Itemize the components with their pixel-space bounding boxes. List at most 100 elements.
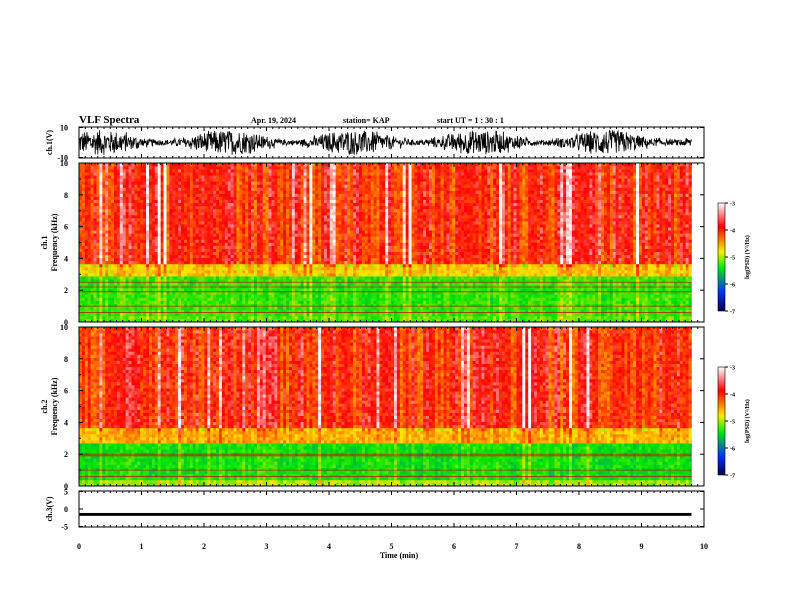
sp1-cell <box>198 306 202 311</box>
sp1-cell <box>324 202 328 207</box>
sp1-cell <box>184 236 188 240</box>
sp1-cell <box>189 187 194 191</box>
sp1-cell <box>262 214 266 219</box>
sp1-cell <box>198 300 202 304</box>
sp1-cell <box>128 214 132 219</box>
sp1-cell <box>207 251 211 256</box>
sp1-cell <box>79 251 83 256</box>
sp1-cell <box>119 257 124 262</box>
sp1-cell <box>248 242 252 246</box>
sp1-cell <box>306 282 310 286</box>
sp1-cell <box>146 218 150 222</box>
sp1-cell <box>230 163 234 167</box>
sp1-cell <box>137 257 141 262</box>
sp1-cell <box>242 187 246 191</box>
sp1-cell <box>291 187 296 191</box>
sp1-cell <box>201 187 205 191</box>
sp1-cell <box>131 294 135 298</box>
sp1-cell <box>338 288 342 292</box>
sp1-cell <box>219 190 223 194</box>
sp1-cell <box>254 169 258 173</box>
sp1-cell <box>294 294 299 298</box>
sp1-cell <box>236 224 240 228</box>
sp1-cell <box>99 294 103 298</box>
sp1-cell <box>309 315 313 320</box>
sp1-cell <box>306 187 310 191</box>
sp1-cell <box>175 254 179 259</box>
sp1-cell <box>335 291 339 295</box>
sp1-cell <box>280 254 284 259</box>
figure-title: VLF Spectra <box>79 114 140 126</box>
sp1-cell <box>151 187 156 191</box>
sp1-cell <box>90 300 94 304</box>
sp1-cell <box>140 187 144 191</box>
sp1-cell <box>332 224 336 228</box>
sp1-cell <box>289 196 293 200</box>
sp1-cell <box>131 270 135 274</box>
sp1-cell <box>254 221 258 225</box>
sp1-cell <box>344 297 348 301</box>
sp1-cell <box>294 306 299 311</box>
sp1-cell <box>324 214 328 219</box>
sp1-cell <box>198 315 202 320</box>
sp1-cell <box>137 248 141 252</box>
sp1-cell <box>329 288 334 292</box>
sp1-cell <box>230 211 234 216</box>
sp1-cell <box>108 303 112 308</box>
sp1-cell <box>236 276 240 280</box>
sp1-cell <box>172 248 176 252</box>
sp1-cell <box>291 178 296 182</box>
sp1-cell <box>87 184 91 188</box>
sp1-cell <box>259 260 264 265</box>
sp1-cell <box>318 251 322 256</box>
sp1-cell <box>221 218 226 222</box>
sp1-cell <box>221 178 226 182</box>
sp1-cell <box>111 273 115 277</box>
sp1-cell <box>332 211 336 216</box>
sp1-cell <box>332 233 336 237</box>
sp1-cell <box>236 221 240 225</box>
sp1-cell <box>259 172 264 176</box>
sp1-cell <box>128 315 132 320</box>
sp1-cell <box>242 227 246 231</box>
sp1-cell <box>286 263 290 268</box>
sp1-cell <box>204 260 208 265</box>
sp1-cell <box>219 248 223 252</box>
sp1-cell <box>184 309 188 314</box>
sp1-cell <box>216 309 220 314</box>
sp1-cell <box>210 279 214 283</box>
sp1-cell <box>213 297 217 301</box>
sp1-cell <box>280 276 284 280</box>
sp1-cell <box>163 266 167 271</box>
sp1-cell <box>265 318 269 323</box>
sp1-cell <box>116 175 121 179</box>
sp1-cell <box>99 214 103 219</box>
sp1-cell <box>324 309 328 314</box>
sp1-cell <box>149 263 153 268</box>
sp1-cell <box>335 276 339 280</box>
sp1-cell <box>326 266 331 271</box>
sp1-cell <box>259 218 264 222</box>
sp1-cell <box>79 169 83 173</box>
sp1-cell <box>96 169 100 173</box>
sp1-cell <box>271 193 275 197</box>
sp1-cell <box>84 181 89 185</box>
sp1-cell <box>198 239 202 243</box>
sp1-cell <box>122 294 126 298</box>
sp1-cell <box>96 199 100 204</box>
sp1-cell <box>221 202 226 207</box>
sp1-cell <box>271 273 275 277</box>
sp1-cell <box>102 166 106 170</box>
sp1-cell <box>303 248 307 252</box>
sp1-cell <box>335 242 339 246</box>
sp1-cell <box>186 169 191 173</box>
sp1-cell <box>318 205 322 210</box>
sp1-cell <box>119 211 124 216</box>
sp1-cell <box>166 187 170 191</box>
sp1-cell <box>151 312 156 317</box>
sp1-cell <box>283 257 287 262</box>
sp1-cell <box>268 181 272 185</box>
sp1-cell <box>338 291 342 295</box>
sp1-cell <box>254 257 258 262</box>
sp1-cell <box>248 214 252 219</box>
